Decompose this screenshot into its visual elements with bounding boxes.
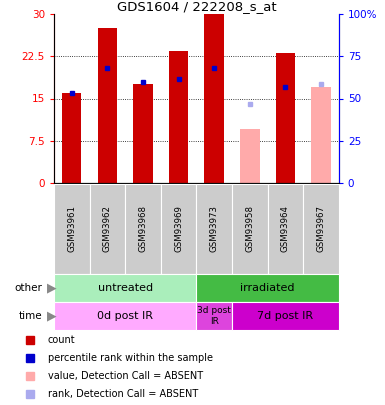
Bar: [204, 14, 224, 183]
Bar: [196, 302, 232, 330]
Bar: [196, 184, 232, 274]
Text: GSM93958: GSM93958: [245, 205, 254, 252]
Bar: [311, 87, 331, 183]
Bar: [62, 93, 82, 183]
Text: GSM93961: GSM93961: [67, 205, 76, 252]
Text: 0d post IR: 0d post IR: [97, 311, 153, 321]
Bar: [125, 184, 161, 274]
Text: GSM93964: GSM93964: [281, 205, 290, 252]
Text: untreated: untreated: [97, 283, 153, 293]
Bar: [303, 184, 339, 274]
Bar: [54, 184, 90, 274]
Text: GSM93967: GSM93967: [316, 205, 325, 252]
Text: GSM93968: GSM93968: [139, 205, 147, 252]
Title: GDS1604 / 222208_s_at: GDS1604 / 222208_s_at: [117, 0, 276, 13]
Bar: [276, 53, 295, 183]
Text: ▶: ▶: [47, 309, 57, 322]
Text: 3d post
IR: 3d post IR: [197, 306, 231, 326]
Text: irradiated: irradiated: [240, 283, 295, 293]
Text: value, Detection Call = ABSENT: value, Detection Call = ABSENT: [48, 371, 203, 381]
Text: GSM93973: GSM93973: [210, 205, 219, 252]
Bar: [54, 274, 196, 302]
Text: count: count: [48, 335, 75, 345]
Bar: [232, 184, 268, 274]
Bar: [97, 28, 117, 183]
Bar: [133, 84, 153, 183]
Bar: [196, 274, 339, 302]
Bar: [240, 130, 259, 183]
Text: rank, Detection Call = ABSENT: rank, Detection Call = ABSENT: [48, 389, 198, 399]
Bar: [268, 184, 303, 274]
Text: percentile rank within the sample: percentile rank within the sample: [48, 353, 213, 363]
Text: 7d post IR: 7d post IR: [257, 311, 313, 321]
Bar: [232, 302, 339, 330]
Text: ▶: ▶: [47, 281, 57, 294]
Text: GSM93962: GSM93962: [103, 205, 112, 252]
Bar: [90, 184, 125, 274]
Bar: [169, 51, 188, 183]
Text: GSM93969: GSM93969: [174, 206, 183, 252]
Text: other: other: [15, 283, 42, 293]
Text: time: time: [19, 311, 42, 321]
Bar: [54, 302, 196, 330]
Bar: [161, 184, 196, 274]
